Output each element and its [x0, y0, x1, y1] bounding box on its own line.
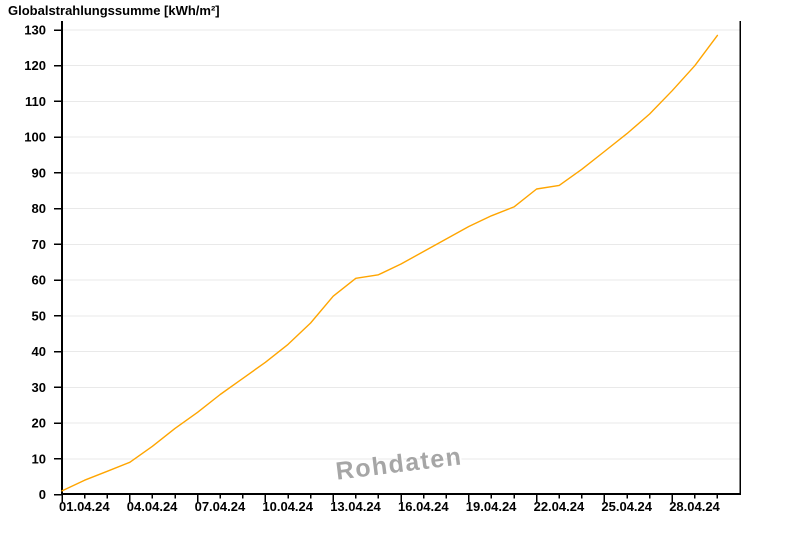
- x-tick-label: 19.04.24: [466, 499, 517, 514]
- y-tick-label: 20: [32, 416, 46, 431]
- y-axis-ticks: [54, 29, 62, 496]
- y-tick-label: 30: [32, 380, 46, 395]
- y-tick-label: 10: [32, 451, 46, 466]
- axes: [61, 21, 741, 495]
- gridlines: [62, 29, 740, 460]
- y-tick-label: 40: [32, 344, 46, 359]
- x-tick-label: 13.04.24: [330, 499, 381, 514]
- y-tick-label: 100: [24, 130, 46, 145]
- y-tick-label: 70: [32, 237, 46, 252]
- y-tick-label: 80: [32, 201, 46, 216]
- y-tick-label: 0: [39, 487, 46, 502]
- x-tick-label: 01.04.24: [59, 499, 110, 514]
- x-tick-label: 25.04.24: [601, 499, 652, 514]
- x-tick-label: 22.04.24: [534, 499, 585, 514]
- x-tick-label: 16.04.24: [398, 499, 449, 514]
- chart-title: Globalstrahlungssumme [kWh/m²]: [8, 3, 220, 18]
- x-tick-labels: 01.04.24 04.04.24 07.04.24 10.04.24 13.04.24…: [59, 499, 721, 514]
- y-tick-label: 60: [32, 273, 46, 288]
- x-tick-label: 28.04.24: [669, 499, 720, 514]
- y-tick-label: 50: [32, 308, 46, 323]
- y-tick-label: 110: [25, 94, 46, 109]
- y-tick-label: 130: [24, 23, 46, 38]
- y-tick-labels: 0 10 20 30 40 50 60 70 80 90 100 110 120 130: [24, 23, 46, 503]
- x-tick-label: 04.04.24: [127, 499, 178, 514]
- x-tick-label: 07.04.24: [195, 499, 246, 514]
- data-line-globalstrahlung: [61, 34, 719, 492]
- x-tick-label: 10.04.24: [262, 499, 313, 514]
- y-tick-label: 90: [32, 165, 46, 180]
- y-tick-label: 120: [24, 58, 46, 73]
